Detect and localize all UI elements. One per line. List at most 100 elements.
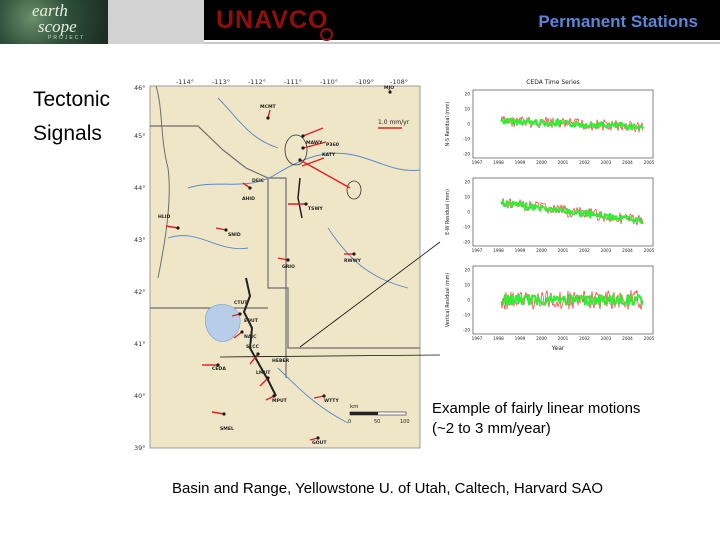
station-label: GRIO <box>282 264 295 270</box>
tectonic-label: Tectonic <box>33 88 111 111</box>
earthscope-logo-word-2: scope <box>38 17 77 36</box>
station-marker <box>238 312 242 316</box>
station-label: RWWY <box>344 258 362 264</box>
timeseries-xtick: 2002 <box>579 248 590 253</box>
timeseries-xtick: 2000 <box>536 248 547 253</box>
river <box>167 235 249 250</box>
station-markers <box>176 90 392 440</box>
timeseries-xtick: 2001 <box>558 336 569 341</box>
timeseries-xtick: 2004 <box>622 248 633 253</box>
signals-label: Signals <box>33 122 102 145</box>
timeseries-ytick: 0 <box>467 298 470 303</box>
station-label: GOUT <box>312 440 327 446</box>
station-label: MJO <box>384 85 394 91</box>
station-marker <box>266 116 270 120</box>
timeseries-ytick: -10 <box>463 137 470 142</box>
lon-tick-label: -112° <box>248 78 266 86</box>
lat-tick-label: 40° <box>134 392 146 400</box>
timeseries-ytick: -20 <box>463 152 470 157</box>
velocity-vector <box>277 257 289 261</box>
station-label: EOUT <box>244 318 259 324</box>
timeseries-xtick: 1997 <box>472 160 483 165</box>
lon-tick-label: -114° <box>176 78 194 86</box>
velocity-vector <box>313 395 325 399</box>
station-velocity-map: -114° -113° -112° -111° -110° -109° -108… <box>134 78 421 452</box>
station-label: AHID <box>242 196 255 202</box>
station-label: NAIC <box>244 334 257 340</box>
timeseries-xtick: 1998 <box>493 336 504 341</box>
lat-tick-label: 44° <box>134 184 146 192</box>
timeseries-ytick: -20 <box>463 328 470 333</box>
timeseries-xtick: 2002 <box>579 160 590 165</box>
timeseries-xtick: 2001 <box>558 248 569 253</box>
timeseries-ylabel: E-W Residual (mm) <box>445 189 451 235</box>
timeseries-ytick: -10 <box>463 313 470 318</box>
timeseries-xtick: 2004 <box>622 336 633 341</box>
scale-bar-tick: 0 <box>348 419 351 425</box>
lat-tick-label: 45° <box>134 132 146 140</box>
station-marker <box>224 228 228 232</box>
timeseries-filtered-series <box>500 200 644 225</box>
station-label: HLID <box>158 214 170 220</box>
station-label: MCMT <box>260 104 277 110</box>
station-marker <box>316 436 320 440</box>
lat-tick-label: 43° <box>134 236 146 244</box>
timeseries-xtick: 1997 <box>472 336 483 341</box>
earthscope-logo-tag: PROJECT <box>48 35 86 41</box>
river <box>187 152 421 189</box>
station-marker <box>301 134 305 138</box>
station-marker <box>222 412 226 416</box>
station-marker <box>286 258 290 262</box>
station-marker <box>176 226 180 230</box>
station-label: SMEL <box>220 426 234 432</box>
lat-tick-label: 39° <box>134 444 146 452</box>
page-title: Permanent Stations <box>538 12 698 31</box>
timeseries-filtered-series <box>500 117 645 131</box>
station-label: SNID <box>228 232 241 238</box>
timeseries-xtick: 2005 <box>644 248 655 253</box>
teton-fault <box>297 177 303 219</box>
earthscope-logo: earth scope PROJECT <box>0 0 108 44</box>
timeseries-title: CEDA Time Series <box>526 79 580 86</box>
timeseries-ytick: 20 <box>465 180 471 185</box>
timeseries-ytick: 10 <box>465 195 471 200</box>
river <box>277 367 349 424</box>
velocity-vectors <box>165 109 402 441</box>
caption-line-2: (~2 to 3 mm/year) <box>432 420 551 437</box>
river <box>327 227 409 289</box>
timeseries-xtick: 2003 <box>601 248 612 253</box>
lat-tick-label: 42° <box>134 288 146 296</box>
state-border <box>150 125 287 378</box>
velocity-vector <box>299 159 351 189</box>
station-marker <box>301 146 305 150</box>
timeseries-xtick: 2002 <box>579 336 590 341</box>
station-label: SLCC <box>246 344 260 350</box>
timeseries-xtick: 2000 <box>536 160 547 165</box>
scale-bar-fill <box>350 412 378 415</box>
callout-line <box>299 241 441 348</box>
timeseries-xtick: 1997 <box>472 248 483 253</box>
velocity-vector <box>211 411 225 415</box>
header-dark-band <box>204 0 720 40</box>
lon-tick-label: -111° <box>284 78 302 86</box>
station-label: CTUT <box>234 300 248 306</box>
scale-bar: km 0 50 100 <box>348 404 410 425</box>
station-marker <box>240 330 244 334</box>
footer-credits: Basin and Range, Yellowstone U. of Utah,… <box>172 480 604 497</box>
timeseries-xlabel: Year <box>551 345 565 352</box>
station-label: P360 <box>326 142 339 148</box>
scale-bar-unit: km <box>350 404 359 410</box>
timeseries-xtick: 2001 <box>558 160 569 165</box>
station-label: TSWY <box>308 206 324 212</box>
station-marker <box>322 394 326 398</box>
velocity-vector <box>301 157 325 167</box>
state-border <box>155 85 170 279</box>
time-series-figure: CEDA Time Series N-S Residual (mm) 20 10 0 -… <box>445 79 655 352</box>
lon-tick-label: -109° <box>356 78 374 86</box>
station-label: KATY <box>322 152 336 158</box>
station-marker <box>248 186 252 190</box>
header-gray-strip <box>108 0 204 44</box>
lon-tick-label: -113° <box>212 78 230 86</box>
